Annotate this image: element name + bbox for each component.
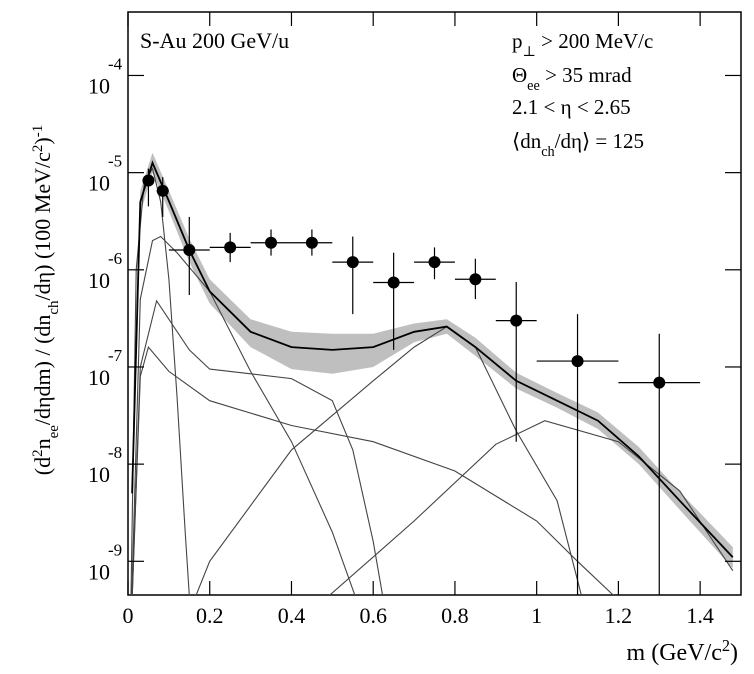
- data-point: [142, 174, 155, 187]
- data-point: [469, 273, 482, 286]
- y-axis-label-run: ): [30, 137, 55, 144]
- y-tick-exponent: -4: [108, 54, 123, 73]
- x-tick-label: 0.8: [441, 603, 469, 628]
- data-point: [156, 184, 169, 197]
- data-point: [265, 236, 278, 249]
- annotation-run: ⟨dn: [512, 129, 542, 153]
- data-point: [510, 314, 523, 327]
- y-axis-label-run: n: [30, 438, 55, 449]
- data-point: [305, 236, 318, 249]
- y-tick-exponent: -8: [108, 443, 122, 462]
- total-curve: [131, 160, 734, 558]
- annotation-run: > 200 MeV/c: [536, 29, 653, 53]
- data-point: [387, 276, 400, 289]
- y-axis-label-run: 2: [30, 145, 46, 152]
- y-tick-exponent: -6: [108, 249, 122, 268]
- y-tick-label: 10: [88, 559, 110, 584]
- plot-frame: [127, 11, 742, 596]
- x-tick-label: 0.4: [278, 603, 306, 628]
- data-point: [224, 241, 237, 254]
- x-axis-label: m (GeV/c2): [627, 636, 738, 667]
- y-axis-label-run: ch: [46, 300, 62, 315]
- component-curve: [329, 420, 734, 595]
- x-axis-label-run: ): [730, 640, 738, 666]
- x-axis-label-run: m (GeV/c: [627, 640, 722, 666]
- annotation-run: ee: [527, 78, 540, 94]
- y-tick-exponent: -5: [108, 152, 122, 171]
- y-tick-exponent: -9: [108, 540, 122, 559]
- y-tick-label: 10: [88, 268, 110, 293]
- annotation: 2.1 < η < 2.65: [512, 95, 631, 119]
- data-point: [183, 243, 196, 256]
- annotation: S-Au 200 GeV/u: [140, 28, 289, 53]
- data-point: [346, 256, 359, 269]
- component-curve: [131, 345, 614, 595]
- component-curve: [131, 235, 356, 595]
- annotation-run: /dη⟩ = 125: [555, 129, 644, 153]
- x-tick-label: 1: [531, 603, 542, 628]
- annotation-run: 2.1 < η < 2.65: [512, 95, 631, 119]
- data-point: [653, 376, 666, 389]
- annotation: ⟨dnch/dη⟩ = 125: [512, 129, 644, 160]
- y-axis-label-run: (d: [30, 457, 55, 475]
- annotation-run: ⊥: [523, 44, 536, 60]
- y-axis-label-run: 2: [30, 449, 46, 456]
- component-curve: [131, 299, 384, 595]
- data-point: [571, 355, 584, 368]
- plot-area: [130, 152, 734, 595]
- y-axis-label-run: -1: [30, 125, 46, 137]
- x-tick-label: 1.2: [605, 603, 633, 628]
- x-tick-label: 0.2: [196, 603, 224, 628]
- component-curve: [195, 325, 582, 595]
- annotation-run: p: [512, 29, 523, 53]
- annotation-run: ch: [541, 144, 554, 160]
- y-axis-label-run: /dη) (100 MeV/c: [30, 152, 55, 301]
- annotation-run: > 35 mrad: [540, 63, 632, 87]
- x-tick-label: 0.6: [359, 603, 387, 628]
- annotation-run: Θ: [512, 63, 527, 87]
- x-tick-label: 1.4: [686, 603, 714, 628]
- total-band: [132, 152, 733, 569]
- data-point: [428, 256, 441, 269]
- y-tick-label: 10: [88, 462, 110, 487]
- y-tick-label: 10: [88, 365, 110, 390]
- y-axis-label-run: /dηdm) / (dn: [30, 315, 55, 426]
- x-tick-label: 0: [123, 603, 134, 628]
- annotation: p⊥ > 200 MeV/c: [512, 29, 653, 60]
- x-axis-label-run: 2: [722, 636, 730, 655]
- annotation: Θee > 35 mrad: [512, 63, 632, 94]
- y-axis-label-run: ee: [46, 425, 62, 439]
- annotation-run: S-Au 200 GeV/u: [140, 28, 289, 53]
- y-tick-label: 10: [88, 73, 110, 98]
- y-tick-label: 10: [88, 171, 110, 196]
- y-tick-exponent: -7: [108, 346, 123, 365]
- y-axis-label: (d2nee/dηdm) / (dnch/dη) (100 MeV/c2)-1: [30, 125, 62, 475]
